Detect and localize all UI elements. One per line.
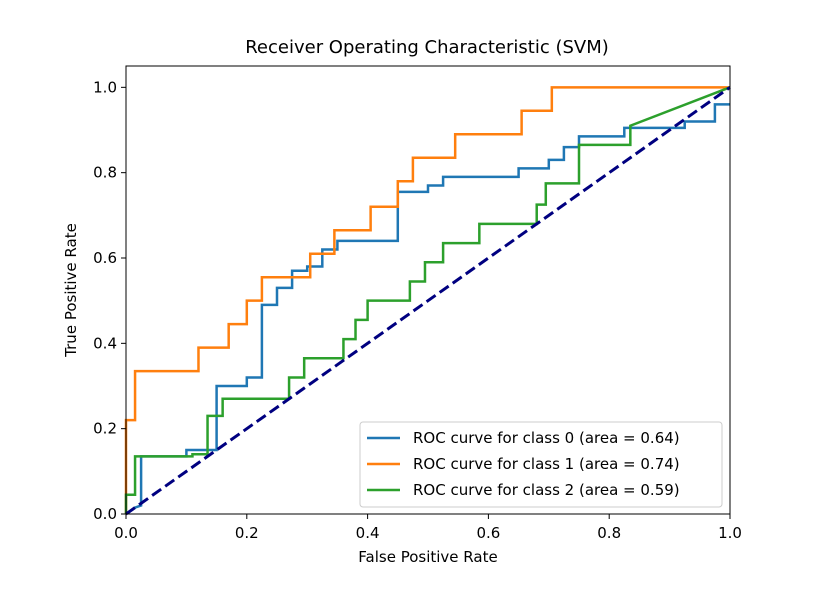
axes-frame	[125, 65, 731, 515]
legend-label-class-2: ROC curve for class 2 (area = 0.59)	[413, 481, 680, 499]
chart-title: Receiver Operating Characteristic (SVM)	[245, 37, 609, 58]
x-tick-label: 1.0	[718, 524, 742, 542]
x-tick-label: 0.8	[597, 524, 621, 542]
x-tick-label: 0.0	[114, 524, 138, 542]
y-axis-label: True Positive Rate	[62, 223, 80, 358]
y-axis: 0.0 0.2 0.4 0.6 0.8 1.0	[93, 78, 126, 523]
x-tick-label: 0.4	[356, 524, 380, 542]
legend: ROC curve for class 0 (area = 0.64) ROC c…	[359, 421, 723, 508]
x-tick-label: 0.6	[476, 524, 500, 542]
legend-label-class-1: ROC curve for class 1 (area = 0.74)	[413, 455, 680, 473]
y-tick-label: 1.0	[93, 78, 117, 96]
legend-frame	[359, 421, 723, 508]
chance-reference-line	[125, 86, 731, 516]
roc-curve-class-2	[124, 86, 731, 514]
roc-curve-class-1	[124, 86, 730, 514]
legend-label-class-0: ROC curve for class 0 (area = 0.64)	[413, 429, 680, 447]
roc-curve-class-0	[125, 103, 730, 516]
x-axis-label: False Positive Rate	[358, 548, 497, 566]
y-tick-label: 0.8	[93, 164, 117, 182]
y-tick-label: 0.6	[93, 249, 117, 267]
plot-area	[124, 86, 731, 516]
y-tick-label: 0.2	[93, 420, 117, 438]
y-tick-label: 0.4	[93, 334, 117, 352]
x-tick-label: 0.2	[235, 524, 259, 542]
y-tick-label: 0.0	[93, 505, 117, 523]
x-axis: 0.0 0.2 0.4 0.6 0.8 1.0	[114, 514, 742, 542]
